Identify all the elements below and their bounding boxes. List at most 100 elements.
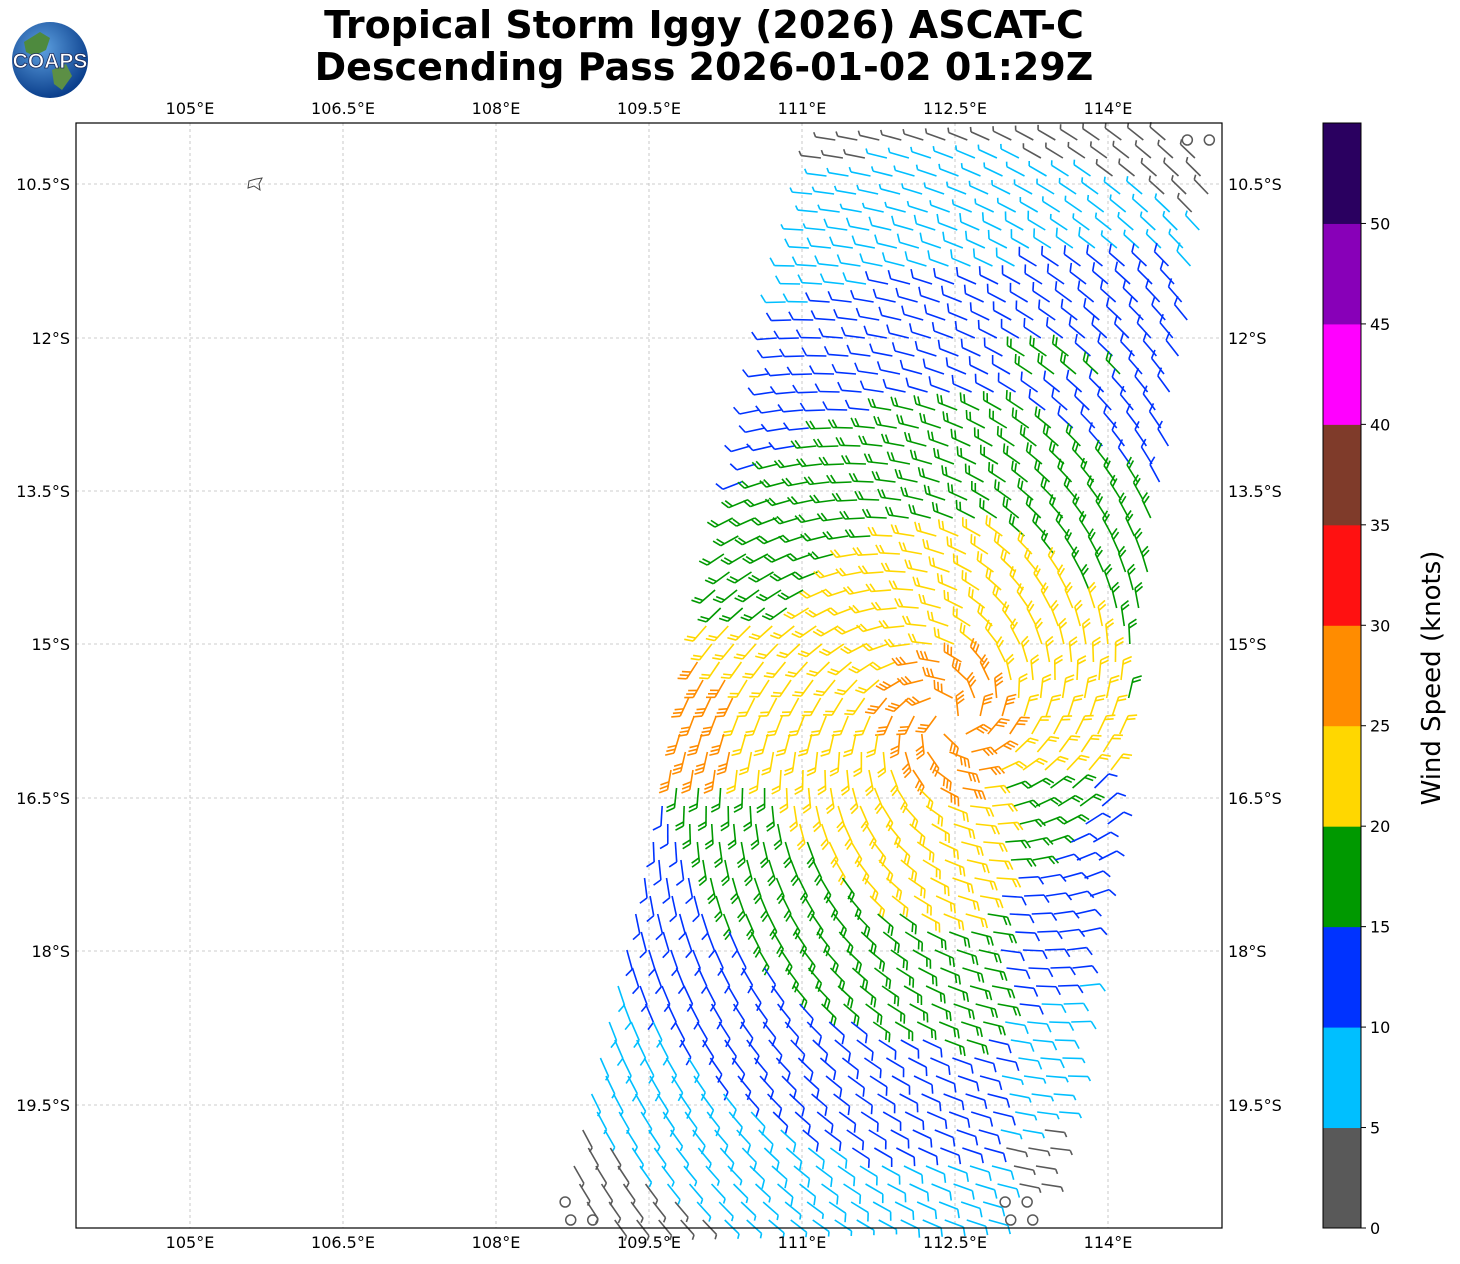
lat-tick-label-right: 13.5°S <box>1228 482 1282 501</box>
wind-barb-flag <box>1034 932 1041 942</box>
wind-barb <box>718 787 722 809</box>
wind-barb-flag <box>934 768 940 777</box>
wind-barb-flag <box>1080 404 1085 414</box>
wind-barb-flag <box>822 456 829 466</box>
wind-barb-flag <box>908 504 913 514</box>
wind-barb <box>850 171 871 177</box>
wind-barb <box>1154 197 1171 213</box>
wind-barb <box>807 967 822 984</box>
wind-barb-flag <box>654 1199 659 1205</box>
wind-barb-flag <box>716 1020 723 1030</box>
wind-barb-flag <box>1165 331 1171 341</box>
wind-barb <box>1019 201 1039 213</box>
wind-barb-flag <box>1128 714 1138 717</box>
wind-barb-flag <box>769 927 776 937</box>
wind-barb-flag <box>1029 1042 1035 1052</box>
wind-barb-flag <box>794 439 802 449</box>
wind-barb-flag <box>775 1161 780 1171</box>
wind-barb-flag <box>947 482 950 492</box>
wind-barb-flag <box>731 752 741 757</box>
wind-barb-flag <box>1028 1097 1032 1103</box>
wind-barb <box>873 1147 893 1159</box>
lat-tick-label-left: 10.5°S <box>16 175 70 194</box>
wind-barb <box>867 333 887 339</box>
wind-barb <box>666 769 672 790</box>
wind-barb-flag <box>1131 193 1135 199</box>
wind-barb-flag <box>1073 698 1083 702</box>
wind-barb-flag <box>1038 299 1041 309</box>
wind-barb <box>1053 1093 1074 1097</box>
wind-barb-flag <box>1002 443 1006 453</box>
wind-barb <box>984 345 1003 357</box>
wind-barb-flag <box>929 200 932 206</box>
wind-barb <box>630 1021 640 1041</box>
wind-barb-flag <box>1193 174 1197 180</box>
wind-barb-flag <box>885 977 889 987</box>
wind-barb-flag <box>798 514 806 523</box>
wind-barb <box>1051 164 1069 177</box>
colorbar-segment <box>1323 1127 1361 1229</box>
wind-barb-flag <box>1028 603 1035 613</box>
wind-barb-flag <box>915 749 925 756</box>
lon-tick-label-bottom: 114°E <box>1084 1233 1133 1252</box>
wind-barb-flag <box>766 825 775 832</box>
wind-barb <box>947 185 967 195</box>
wind-barb-flag <box>1005 653 1014 662</box>
wind-barb-flag <box>938 163 941 169</box>
wind-barb-flag <box>1159 260 1164 270</box>
wind-barb-flag <box>751 633 761 638</box>
wind-barb <box>908 385 928 393</box>
wind-barb <box>737 1075 752 1093</box>
wind-barb-flag <box>864 271 870 281</box>
wind-barb <box>609 1147 622 1166</box>
wind-barb <box>600 1183 614 1202</box>
wind-barb-flag <box>833 308 839 318</box>
wind-barb-flag <box>901 305 905 315</box>
wind-barb <box>947 365 967 375</box>
wind-barb <box>736 1129 751 1146</box>
wind-barb-flag <box>1134 477 1141 487</box>
wind-barb <box>757 679 770 698</box>
wind-barb-flag <box>700 615 710 620</box>
wind-barb <box>670 1129 684 1147</box>
wind-barb <box>778 337 799 340</box>
wind-barb-flag <box>722 928 730 937</box>
wind-barb <box>715 1075 729 1093</box>
wind-barb-flag <box>747 576 757 583</box>
wind-barb-flag <box>1112 531 1120 540</box>
wind-barb-flag <box>881 252 886 262</box>
wind-barb-flag <box>841 1035 845 1045</box>
wind-barb <box>867 460 889 465</box>
wind-barb-flag <box>998 1081 1003 1091</box>
wind-barb-flag <box>994 825 1001 835</box>
wind-barb-flag <box>1136 314 1141 324</box>
wind-barb <box>906 623 927 627</box>
wind-barb-flag <box>1089 531 1096 541</box>
wind-barb-flag <box>694 1181 698 1187</box>
wind-barb-flag <box>799 402 806 412</box>
wind-barb-flag <box>761 770 771 776</box>
wind-barb-flag <box>988 517 992 527</box>
wind-barb-flag <box>859 623 868 631</box>
wind-barb-flag <box>1104 123 1107 129</box>
wind-barb <box>1044 948 1065 951</box>
wind-barb-flag <box>981 657 988 667</box>
wind-barb-flag <box>1047 968 1054 978</box>
wind-barb-flag <box>991 464 994 474</box>
wind-barb-flag <box>891 215 895 225</box>
wind-barb-flag <box>910 268 914 279</box>
wind-barb <box>658 859 662 880</box>
wind-barb-flag <box>847 1052 851 1062</box>
wind-barb <box>869 895 885 911</box>
wind-barb <box>714 1129 729 1146</box>
wind-barb <box>674 841 678 863</box>
wind-barb <box>983 1021 1003 1028</box>
wind-barb <box>956 149 976 159</box>
wind-barb <box>841 1057 859 1071</box>
wind-barb-flag <box>1034 819 1043 828</box>
wind-barb <box>915 584 936 591</box>
wind-barb-flag <box>1108 773 1118 778</box>
wind-barb-flag <box>816 926 822 936</box>
wind-barb <box>803 895 815 914</box>
wind-barb <box>997 1003 1018 1009</box>
